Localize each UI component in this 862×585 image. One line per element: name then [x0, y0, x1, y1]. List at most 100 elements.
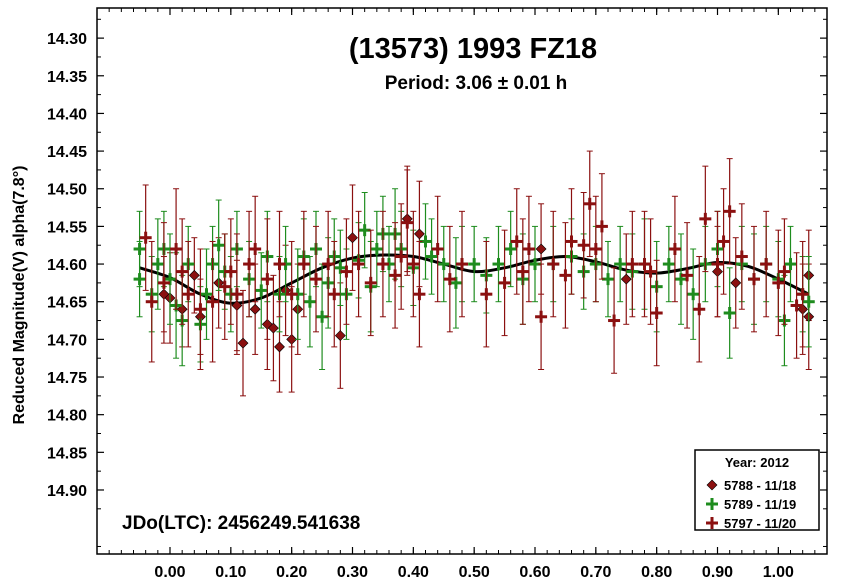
- diamond-marker: [347, 232, 358, 244]
- data-point: [243, 210, 256, 318]
- epoch-annotation: JDo(LTC): 2456249.541638: [122, 513, 360, 534]
- y-tick-label: 14.90: [47, 483, 87, 500]
- x-tick-label: 0.50: [459, 564, 490, 581]
- diamond-marker: [274, 341, 285, 353]
- data-point: [583, 150, 596, 258]
- y-tick-label: 14.40: [47, 106, 87, 123]
- diamond-marker: [249, 303, 261, 315]
- data-point: [212, 199, 225, 291]
- data-point: [565, 188, 578, 295]
- data-point: [790, 252, 803, 359]
- data-point: [535, 263, 548, 370]
- data-point: [748, 225, 760, 333]
- data-point: [352, 210, 365, 318]
- data-point: [218, 233, 231, 340]
- data-point: [468, 225, 481, 303]
- data-point: [224, 218, 237, 325]
- x-tick-label: 0.90: [702, 564, 733, 581]
- data-point: [449, 237, 462, 329]
- diamond-marker: [620, 273, 632, 285]
- data-point: [188, 237, 200, 314]
- data-point: [577, 192, 590, 299]
- data-point: [778, 218, 791, 325]
- data-point: [237, 289, 249, 397]
- diamond-marker: [535, 243, 547, 255]
- x-tick-label: 1.00: [763, 564, 794, 581]
- data-point: [425, 218, 438, 295]
- series-1: [133, 188, 815, 370]
- data-point: [510, 188, 523, 295]
- y-tick-label: 14.80: [47, 408, 87, 425]
- data-point: [310, 225, 322, 333]
- data-point: [723, 267, 736, 359]
- data-point: [261, 218, 274, 340]
- data-point: [516, 218, 529, 325]
- chart-subtitle: Period: 3.06 ± 0.01 h: [385, 73, 568, 94]
- chart-title: (13573) 1993 FZ18: [349, 33, 597, 65]
- x-tick-label: 0.40: [398, 564, 429, 581]
- data-point: [255, 252, 268, 329]
- diamond-marker: [334, 330, 346, 342]
- data-point: [589, 195, 602, 303]
- series-2: [139, 150, 809, 374]
- data-point: [644, 218, 657, 325]
- y-tick-label: 14.55: [47, 219, 87, 236]
- y-tick-label: 14.30: [47, 31, 87, 48]
- data-point: [492, 225, 505, 303]
- legend-label: 5789 - 11/19: [724, 497, 796, 512]
- data-point: [145, 240, 158, 363]
- legend-marker-diamond: [706, 479, 718, 491]
- data-point: [157, 222, 170, 344]
- data-point: [662, 225, 675, 303]
- data-point: [376, 210, 389, 318]
- legend-label: 5788 - 11/18: [724, 478, 796, 493]
- diamond-marker: [267, 322, 279, 334]
- data-point: [668, 195, 681, 303]
- y-axis-label: Reduced Magnitude(V) alpha(7.8°): [11, 166, 28, 425]
- legend-title: Year: 2012: [725, 455, 789, 470]
- data-point: [328, 240, 341, 348]
- x-tick-label: 0.10: [215, 564, 246, 581]
- data-point: [608, 267, 621, 374]
- diamond-marker: [237, 337, 249, 349]
- data-point: [681, 222, 694, 329]
- data-point: [498, 229, 511, 337]
- data-point: [456, 210, 468, 318]
- y-tick-label: 14.45: [47, 144, 87, 161]
- data-point: [711, 210, 724, 318]
- y-tick-label: 14.70: [47, 332, 87, 349]
- data-point: [413, 240, 426, 348]
- data-point: [699, 165, 712, 273]
- x-tick-label: 0.30: [337, 564, 368, 581]
- y-tick-label: 14.60: [47, 257, 87, 274]
- data-point: [164, 233, 176, 325]
- data-point: [230, 233, 243, 355]
- data-point: [176, 218, 189, 325]
- data-point: [395, 203, 408, 310]
- data-point: [620, 233, 632, 325]
- data-point: [638, 210, 651, 318]
- data-point: [151, 218, 164, 310]
- y-tick-label: 14.65: [47, 295, 87, 312]
- data-point: [273, 210, 286, 318]
- data-point: [133, 240, 146, 318]
- data-point: [170, 188, 183, 310]
- diamond-marker: [730, 277, 742, 289]
- data-point: [431, 195, 444, 303]
- data-point: [407, 210, 420, 318]
- data-point: [389, 222, 402, 329]
- data-point: [717, 188, 730, 295]
- x-tick-label: 0.00: [154, 564, 185, 581]
- data-point: [760, 210, 773, 318]
- data-point: [303, 256, 316, 348]
- y-tick-label: 14.35: [47, 69, 87, 86]
- data-points-layer: [133, 150, 815, 397]
- data-point: [322, 210, 335, 318]
- diamond-marker: [413, 228, 425, 240]
- y-tick-label: 14.75: [47, 370, 87, 387]
- data-point: [595, 173, 608, 280]
- y-tick-label: 14.50: [47, 182, 87, 199]
- data-point: [626, 210, 639, 318]
- data-point: [784, 225, 797, 303]
